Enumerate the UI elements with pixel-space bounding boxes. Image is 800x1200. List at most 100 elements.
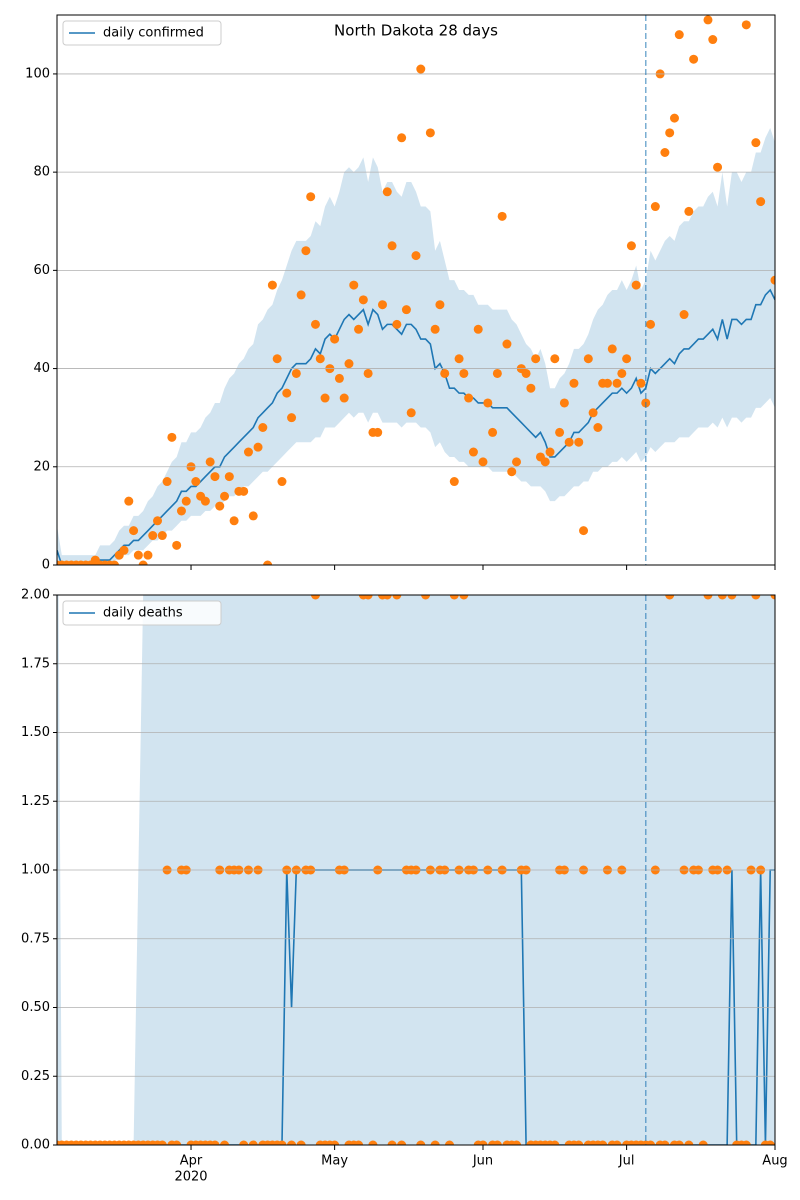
point [521,368,531,378]
point [248,511,258,521]
point [210,472,220,482]
point [449,477,459,487]
point [713,162,723,172]
point [306,192,316,202]
y-tick-label: 80 [33,165,50,180]
plot-area [57,15,775,565]
point [741,1140,751,1145]
point [612,378,622,388]
point [287,413,297,423]
point [502,339,512,349]
point [626,241,636,251]
point [430,324,440,334]
point [483,398,493,408]
point [382,595,392,600]
point [167,432,177,442]
point [684,1140,694,1145]
point [770,595,775,600]
point [727,595,737,600]
point [157,1140,167,1145]
point [296,1140,306,1145]
point [143,550,153,560]
point [583,354,593,364]
point [310,595,320,600]
point [622,354,632,364]
point [277,477,287,487]
point [459,595,469,600]
point [368,1140,378,1145]
plot-area [57,595,775,1145]
axes-frame [56,14,776,566]
point [559,398,569,408]
point [387,241,397,251]
x-tick-label: May [321,1154,348,1169]
point [172,540,182,550]
point [138,560,148,565]
point [296,290,306,300]
x-tick-label: Aug [762,1154,787,1169]
point [205,457,215,467]
point [425,128,435,138]
point [631,280,641,290]
point [703,15,713,25]
point [176,506,186,516]
legend-label: daily deaths [103,606,183,621]
point [363,368,373,378]
point [665,595,675,600]
point [435,300,445,310]
point [181,496,191,506]
point [512,457,522,467]
point [253,442,263,452]
point [162,477,172,487]
point [440,368,450,378]
point [459,368,469,378]
point [291,368,301,378]
point [526,383,536,393]
point [454,354,464,364]
point [191,477,201,487]
point [397,1140,407,1145]
point [689,54,699,64]
point [430,1140,440,1145]
point [172,1140,182,1145]
point [153,516,163,526]
point [660,1140,670,1145]
point [564,437,574,447]
point [636,378,646,388]
point [679,310,689,320]
point [277,1140,287,1145]
point [602,378,612,388]
point [674,1140,684,1145]
point [497,211,507,221]
point [660,148,670,157]
point [133,550,143,560]
point [478,457,488,467]
y-tick-label: 20 [33,459,50,474]
point [574,437,584,447]
point [574,1140,584,1145]
point [354,1140,364,1145]
point [248,1140,258,1145]
y-tick-label: 0.50 [21,1000,50,1015]
point [449,595,459,600]
point [669,113,679,123]
point [210,1140,220,1145]
point [468,447,478,457]
point [770,275,775,285]
y-tick-label: 1.25 [21,794,50,809]
point [478,1140,488,1145]
point [263,560,273,565]
point [109,560,119,565]
point [445,1140,455,1145]
point [751,138,761,148]
point [665,128,675,138]
point [124,496,134,506]
point [703,595,713,600]
point [550,354,560,364]
point [119,545,129,555]
point [550,1140,560,1145]
point [612,1140,622,1145]
chart-title: North Dakota 28 days [334,22,498,40]
x-tick-label: Apr [180,1154,203,1169]
